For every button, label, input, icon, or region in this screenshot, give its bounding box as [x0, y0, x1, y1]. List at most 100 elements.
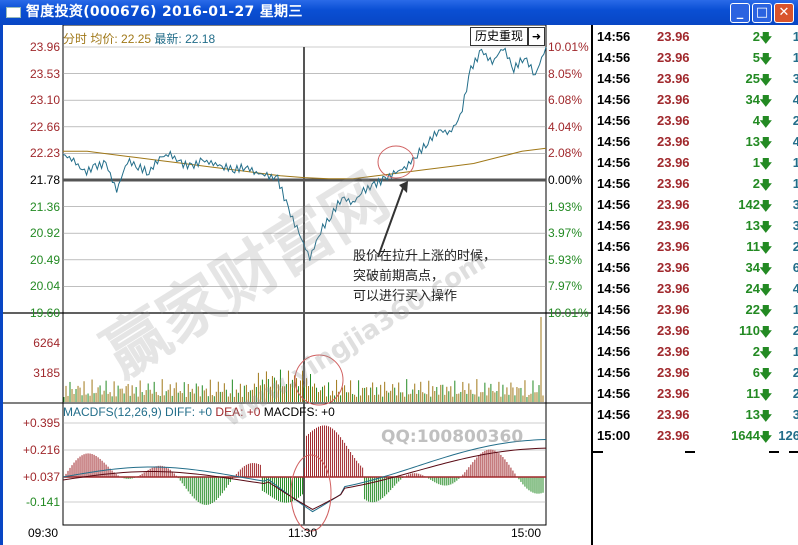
tick-count: 2	[792, 323, 798, 338]
down-arrow-icon: 🡇	[759, 52, 772, 66]
tick-count: 1	[792, 344, 798, 359]
price-axis-label: 19.60	[29, 306, 60, 320]
tick-volume: 2	[752, 29, 760, 44]
empty-row-marker	[769, 451, 779, 453]
avg-value: 22.25	[121, 32, 152, 46]
history-replay-button[interactable]: 历史重现	[470, 27, 528, 46]
highlight-circle	[377, 145, 415, 179]
maximize-button[interactable]: □	[752, 3, 772, 23]
tick-volume: 5	[752, 50, 760, 65]
tick-volume: 2	[752, 344, 760, 359]
tick-row: 14:56 23.96 34 🡇 4	[597, 92, 798, 113]
tick-volume: 1644	[731, 428, 760, 443]
tick-row: 14:56 23.96 22 🡇 1	[597, 302, 798, 323]
macd-dea: DEA: +0	[215, 405, 261, 419]
tick-price: 23.96	[657, 428, 690, 443]
tick-time: 14:56	[597, 302, 631, 317]
tick-row: 14:56 23.96 25 🡇 3	[597, 71, 798, 92]
tick-row: 14:56 23.96 13 🡇 4	[597, 134, 798, 155]
down-arrow-icon: 🡇	[759, 388, 772, 402]
intraday-chart[interactable]	[3, 25, 591, 545]
annotation-line: 可以进行买入操作	[353, 289, 458, 304]
tick-price: 23.96	[657, 386, 690, 401]
price-axis-label: 23.96	[29, 40, 60, 54]
tick-row: 14:56 23.96 2 🡇 1	[597, 176, 798, 197]
watermark-qq: QQ:100800360	[381, 427, 524, 447]
tick-price: 23.96	[657, 71, 690, 86]
tick-count: 2	[792, 386, 798, 401]
tick-time: 14:56	[597, 407, 631, 422]
annotation-line: 股价在拉升上涨的时候，	[353, 249, 497, 264]
percent-axis-label: 7.97%	[548, 279, 583, 294]
percent-axis-label: 3.97%	[548, 226, 583, 241]
tick-price: 23.96	[657, 218, 690, 233]
tick-time: 14:56	[597, 260, 631, 275]
tick-volume: 110	[739, 323, 760, 338]
tick-time: 14:56	[597, 176, 631, 191]
down-arrow-icon: 🡇	[759, 220, 772, 234]
tick-row: 14:56 23.96 13 🡇 3	[597, 407, 798, 428]
tick-time: 14:56	[597, 239, 631, 254]
app-icon	[6, 7, 21, 18]
price-axis-label: 22.23	[29, 146, 60, 161]
percent-axis-label: 6.08%	[548, 93, 583, 108]
close-button[interactable]: ✕	[774, 3, 794, 23]
tick-time: 14:56	[597, 218, 631, 233]
tick-count: 3	[792, 197, 798, 212]
tick-volume: 6	[752, 365, 760, 380]
chart-window: 分时 均价: 22.25 最新: 22.18 历史重现 ➜ 23.96 10.01…	[0, 25, 798, 545]
down-arrow-icon: 🡇	[759, 94, 772, 108]
tick-price: 23.96	[657, 155, 690, 170]
tick-volume: 1	[752, 155, 760, 170]
percent-axis-label: 0.00%	[548, 173, 583, 187]
tick-count: 3	[792, 407, 798, 422]
tick-time: 14:56	[597, 50, 631, 65]
tick-price: 23.96	[657, 365, 690, 380]
down-arrow-icon: 🡇	[759, 325, 772, 339]
mode-label: 分时	[63, 32, 88, 46]
tick-price: 23.96	[657, 302, 690, 317]
tick-price: 23.96	[657, 29, 690, 44]
minimize-button[interactable]: _	[730, 3, 750, 23]
chart-header: 分时 均价: 22.25 最新: 22.18	[63, 30, 215, 47]
arrow-right-bar-icon[interactable]: ➜	[528, 27, 545, 46]
tick-count: 1	[792, 155, 798, 170]
time-axis-label: 15:00	[511, 526, 542, 540]
down-arrow-icon: 🡇	[759, 136, 772, 150]
tick-list[interactable]: 14:56 23.96 2 🡇 1 14:56 23.96 5 🡇 1 14:56 23.96 25 🡇 3…	[591, 25, 798, 545]
tick-row: 14:56 23.96 2 🡇 1	[597, 29, 798, 50]
tick-count: 126	[778, 428, 798, 443]
empty-row-marker	[593, 451, 603, 453]
arrow-head-icon	[399, 181, 408, 193]
tick-row: 14:56 23.96 110 🡇 2	[597, 323, 798, 344]
price-axis-label: 20.92	[29, 226, 60, 241]
tick-row: 14:56 23.96 11 🡇 2	[597, 239, 798, 260]
tick-time: 14:56	[597, 29, 631, 44]
tick-price: 23.96	[657, 407, 690, 422]
down-arrow-icon: 🡇	[759, 31, 772, 45]
down-arrow-icon: 🡇	[759, 367, 772, 381]
percent-axis-label: 5.93%	[548, 252, 583, 267]
tick-price: 23.96	[657, 281, 690, 296]
macd-axis-label: +0.037	[22, 470, 60, 484]
empty-row-marker	[685, 451, 695, 453]
percent-axis-label: 10.01%	[548, 306, 589, 320]
tick-row: 14:56 23.96 142 🡇 3	[597, 197, 798, 218]
volume-axis-label: 6264	[33, 336, 60, 350]
last-value: 22.18	[185, 32, 216, 46]
tick-price: 23.96	[657, 344, 690, 359]
tick-count: 4	[792, 281, 798, 296]
down-arrow-icon: 🡇	[759, 241, 772, 255]
down-arrow-icon: 🡇	[759, 199, 772, 213]
down-arrow-icon: 🡇	[759, 304, 772, 318]
percent-axis-label: 2.08%	[548, 146, 583, 161]
annotation: 股价在拉升上涨的时候， 突破前期高点， 可以进行买入操作	[353, 247, 496, 307]
highlight-circle	[294, 354, 344, 406]
tick-row: 14:56 23.96 24 🡇 4	[597, 281, 798, 302]
annotation-arrow	[377, 187, 404, 258]
tick-count: 3	[792, 218, 798, 233]
tick-count: 1	[792, 176, 798, 191]
down-arrow-icon: 🡇	[759, 409, 772, 423]
macd-macdfs: MACDFS: +0	[263, 405, 335, 419]
tick-row: 14:56 23.96 5 🡇 1	[597, 50, 798, 71]
